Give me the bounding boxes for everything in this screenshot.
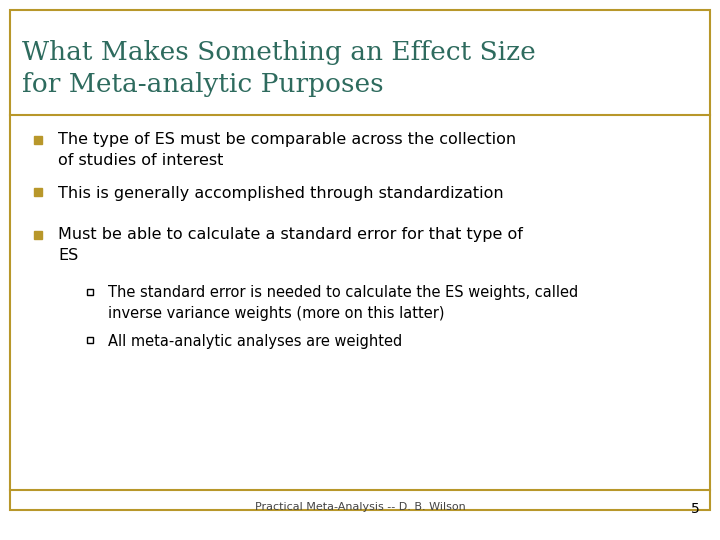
Text: 5: 5 (691, 502, 700, 516)
Text: Practical Meta-Analysis -- D. B. Wilson: Practical Meta-Analysis -- D. B. Wilson (255, 502, 465, 512)
Text: The type of ES must be comparable across the collection
of studies of interest: The type of ES must be comparable across… (58, 132, 516, 168)
Text: The standard error is needed to calculate the ES weights, called
inverse varianc: The standard error is needed to calculat… (108, 285, 578, 321)
Text: Must be able to calculate a standard error for that type of
ES: Must be able to calculate a standard err… (58, 227, 523, 263)
Text: What Makes Something an Effect Size: What Makes Something an Effect Size (22, 40, 536, 65)
Text: This is generally accomplished through standardization: This is generally accomplished through s… (58, 186, 503, 201)
Text: All meta-analytic analyses are weighted: All meta-analytic analyses are weighted (108, 334, 402, 349)
Text: for Meta-analytic Purposes: for Meta-analytic Purposes (22, 72, 384, 97)
